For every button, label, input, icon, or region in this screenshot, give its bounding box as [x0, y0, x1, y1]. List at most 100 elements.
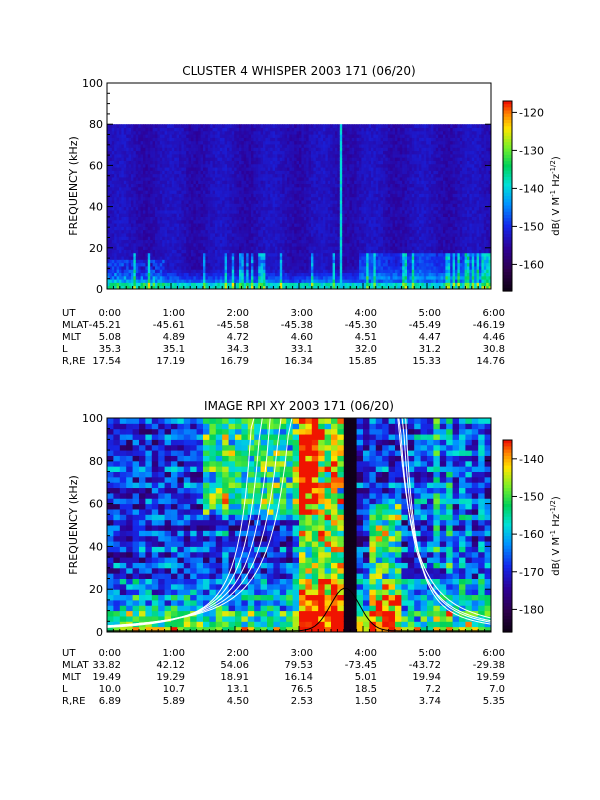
whisper-cell: [131, 239, 134, 244]
whisper-cell: [167, 186, 170, 191]
whisper-cell: [323, 193, 326, 198]
whisper-cell: [159, 124, 163, 128]
whisper-cell: [339, 219, 343, 224]
whisper-cell: [299, 236, 302, 241]
whisper-cell: [155, 137, 158, 142]
whisper-cell: [107, 259, 110, 264]
whisper-cell: [248, 282, 252, 287]
whisper-cell: [145, 265, 149, 270]
whisper-cell: [335, 134, 338, 138]
whisper-cell: [157, 262, 161, 267]
whisper-cell: [224, 236, 228, 241]
whisper-cell: [282, 200, 286, 204]
whisper-cell: [272, 272, 276, 277]
whisper-cell: [171, 186, 175, 191]
whisper-cell: [222, 246, 226, 250]
whisper-cell: [279, 173, 283, 178]
whisper-cell: [275, 200, 278, 204]
whisper-cell: [320, 134, 324, 138]
whisper-cell: [114, 130, 118, 135]
whisper-cell: [131, 246, 134, 250]
whisper-cell: [335, 275, 338, 280]
whisper-cell: [155, 229, 158, 234]
whisper-cell: [188, 206, 192, 211]
whisper-cell: [320, 186, 324, 191]
whisper-cell: [138, 167, 142, 171]
whisper-cell: [291, 249, 295, 254]
whisper-cell: [131, 157, 134, 161]
whisper-cell: [330, 137, 334, 142]
whisper-cell: [205, 180, 209, 185]
whisper-cell: [301, 259, 305, 264]
whisper-cell: [116, 249, 120, 254]
whisper-cell: [277, 252, 281, 257]
whisper-cell: [109, 150, 113, 155]
whisper-cell: [323, 236, 326, 241]
whisper-cell: [275, 167, 278, 171]
whisper-cell: [253, 193, 257, 198]
whisper-cell: [210, 153, 214, 158]
whisper-cell: [306, 130, 310, 135]
whisper-cell: [263, 196, 266, 201]
whisper-cell: [217, 236, 221, 241]
whisper-cell: [162, 134, 166, 138]
whisper-cell: [339, 265, 343, 270]
whisper-cell: [133, 282, 137, 287]
whisper-cell: [318, 176, 322, 181]
whisper-cell: [128, 285, 132, 290]
whisper-cell: [128, 246, 132, 250]
whisper-cell: [114, 193, 118, 198]
whisper-cell: [327, 252, 331, 257]
whisper-cell: [325, 279, 329, 283]
whisper-cell: [303, 206, 307, 211]
whisper-cell: [313, 193, 317, 198]
whisper-cell: [267, 272, 271, 277]
whisper-cell: [227, 153, 230, 158]
whisper-cell: [315, 180, 319, 185]
whisper-cell: [323, 190, 326, 194]
whisper-cell: [258, 180, 262, 185]
whisper-cell: [301, 209, 305, 214]
whisper-cell: [306, 124, 310, 128]
whisper-cell: [301, 216, 305, 221]
whisper-cell: [123, 275, 127, 280]
whisper-cell: [147, 282, 151, 287]
whisper-cell: [284, 275, 288, 280]
whisper-cell: [234, 275, 238, 280]
whisper-cell: [291, 252, 295, 257]
whisper-cell: [145, 124, 149, 128]
whisper-cell: [263, 229, 266, 234]
whisper-cell: [248, 140, 252, 145]
whisper-cell: [169, 219, 173, 224]
whisper-cell: [174, 180, 178, 185]
whisper-cell: [212, 213, 216, 217]
whisper-cell: [267, 203, 271, 208]
whisper-cell: [169, 127, 173, 132]
whisper-cell: [272, 259, 276, 264]
whisper-cell: [299, 229, 302, 234]
whisper-cell: [241, 246, 245, 250]
whisper-cell: [138, 183, 142, 188]
whisper-cell: [203, 275, 206, 280]
whisper-cell: [203, 130, 206, 135]
whisper-cell: [267, 193, 271, 198]
whisper-cell: [207, 226, 211, 231]
whisper-cell: [150, 252, 154, 257]
whisper-cell: [186, 186, 190, 191]
whisper-cell: [188, 134, 192, 138]
whisper-cell: [253, 249, 257, 254]
whisper-cell: [131, 137, 134, 142]
whisper-cell: [133, 279, 137, 283]
whisper-cell: [229, 229, 233, 234]
whisper-cell: [320, 236, 324, 241]
whisper-cell: [200, 279, 204, 283]
whisper-cell: [303, 196, 307, 201]
whisper-cell: [315, 265, 319, 270]
whisper-cell: [174, 246, 178, 250]
whisper-cell: [107, 153, 110, 158]
whisper-cell: [152, 173, 156, 178]
whisper-cell: [270, 163, 274, 168]
whisper-cell: [133, 173, 137, 178]
whisper-cell: [212, 124, 216, 128]
whisper-cell: [313, 147, 317, 152]
